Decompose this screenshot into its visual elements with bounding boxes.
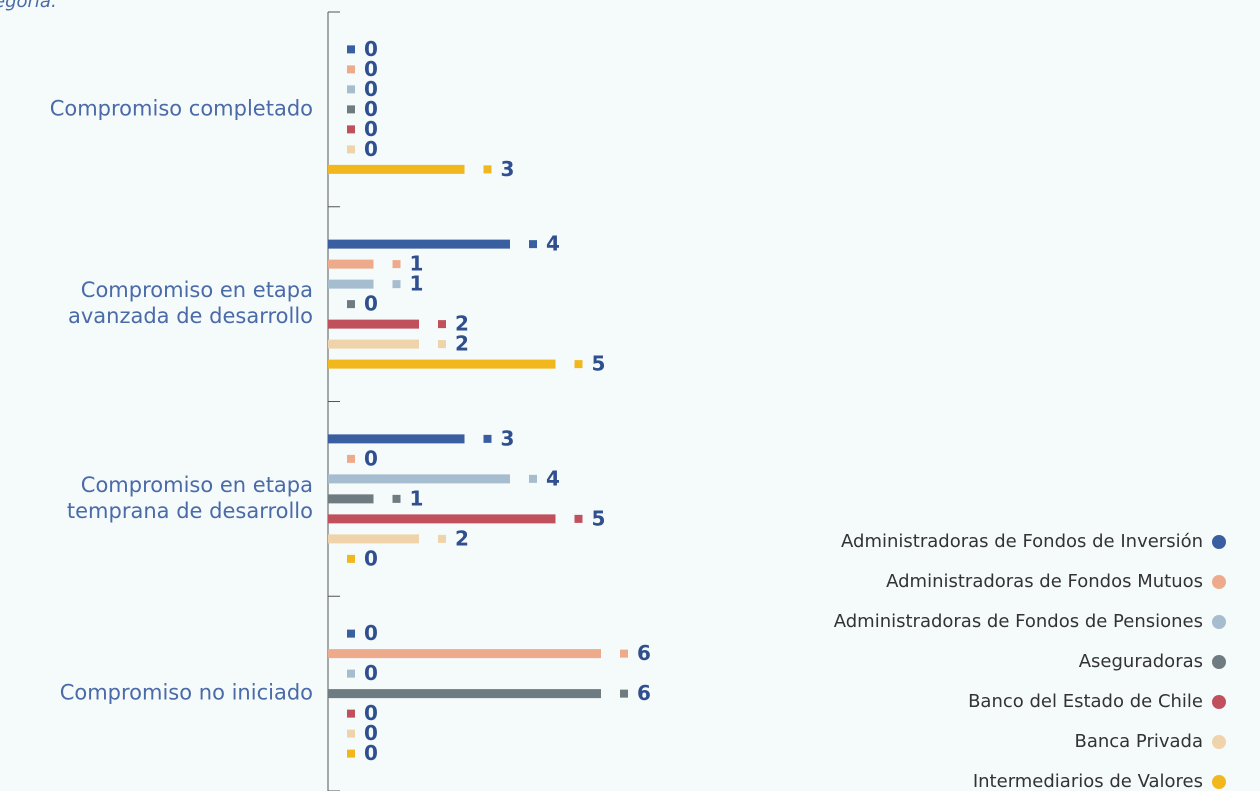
value-label: 0 [364, 701, 378, 725]
legend-label: Administradoras de Fondos de Inversión [841, 531, 1203, 552]
legend-label: Administradoras de Fondos de Pensiones [834, 611, 1203, 632]
value-marker [438, 340, 446, 349]
value-label: 0 [364, 37, 378, 61]
bar [328, 494, 374, 504]
bar [328, 239, 510, 249]
value-label: 0 [364, 721, 378, 745]
value-label: 4 [546, 232, 560, 256]
value-marker [347, 85, 355, 94]
value-marker [347, 65, 355, 74]
value-label: 0 [364, 77, 378, 101]
value-marker [574, 514, 583, 523]
value-marker [347, 454, 355, 463]
legend-label: Aseguradoras [1079, 651, 1203, 672]
value-label: 3 [501, 157, 515, 181]
value-marker [347, 45, 355, 54]
value-marker [347, 125, 355, 134]
value-marker [347, 629, 355, 638]
subtitle: egoría. [0, 0, 57, 12]
value-marker [392, 280, 401, 289]
value-label: 1 [410, 486, 424, 510]
bar [328, 689, 601, 699]
value-label: 2 [455, 526, 469, 550]
value-label: 1 [410, 272, 424, 296]
value-marker [347, 300, 355, 309]
value-marker [529, 474, 537, 483]
bar [328, 514, 556, 524]
value-label: 6 [637, 641, 651, 665]
legend-label: Banca Privada [1074, 731, 1203, 752]
legend-dot [1212, 735, 1226, 749]
value-label: 3 [501, 426, 515, 450]
value-marker [574, 360, 583, 369]
legend-dot [1212, 535, 1226, 549]
value-marker [347, 729, 355, 738]
bar [328, 319, 419, 329]
value-label: 6 [637, 681, 651, 705]
value-label: 0 [364, 621, 378, 645]
value-label: 0 [364, 57, 378, 81]
value-marker [483, 165, 492, 174]
value-label: 0 [364, 292, 378, 316]
value-marker [347, 709, 355, 718]
value-label: 5 [592, 352, 606, 376]
y-tick-label: Compromiso en etapa avanzada de desarroll… [68, 278, 313, 328]
bar [328, 649, 601, 659]
bar [328, 359, 556, 369]
value-label: 0 [364, 117, 378, 141]
value-marker [483, 434, 492, 443]
value-marker [392, 494, 401, 503]
value-label: 5 [592, 506, 606, 530]
value-label: 0 [364, 546, 378, 570]
value-label: 0 [364, 661, 378, 685]
value-marker [620, 649, 628, 658]
value-label: 2 [455, 312, 469, 336]
value-label: 0 [364, 97, 378, 121]
value-marker [347, 554, 355, 563]
bar [328, 279, 374, 289]
bar [328, 434, 465, 444]
legend-label: Administradoras de Fondos Mutuos [886, 571, 1203, 592]
value-marker [347, 105, 355, 114]
value-marker [529, 240, 537, 249]
value-label: 2 [455, 332, 469, 356]
legend-dot [1212, 775, 1226, 789]
legend-label: Intermediarios de Valores [973, 771, 1203, 791]
value-label: 1 [410, 252, 424, 276]
legend-label: Banco del Estado de Chile [968, 691, 1203, 712]
bar [328, 474, 510, 484]
legend-dot [1212, 695, 1226, 709]
bar [328, 339, 419, 349]
value-label: 0 [364, 137, 378, 161]
value-label: 0 [364, 446, 378, 470]
y-tick-label: Compromiso completado [50, 96, 313, 120]
value-marker [347, 749, 355, 758]
bar [328, 534, 419, 544]
value-marker [347, 669, 355, 678]
legend-dot [1212, 655, 1226, 669]
value-marker [438, 320, 446, 329]
value-marker [347, 145, 355, 154]
legend-dot [1212, 575, 1226, 589]
value-marker [392, 260, 401, 269]
legend-dot [1212, 615, 1226, 629]
value-label: 4 [546, 466, 560, 490]
value-marker [620, 689, 628, 698]
value-label: 0 [364, 741, 378, 765]
bar [328, 259, 374, 269]
y-tick-label: Compromiso no iniciado [60, 681, 313, 705]
value-marker [438, 534, 446, 543]
y-tick-label: Compromiso en etapa temprana de desarroll… [67, 473, 313, 523]
bar [328, 164, 465, 174]
